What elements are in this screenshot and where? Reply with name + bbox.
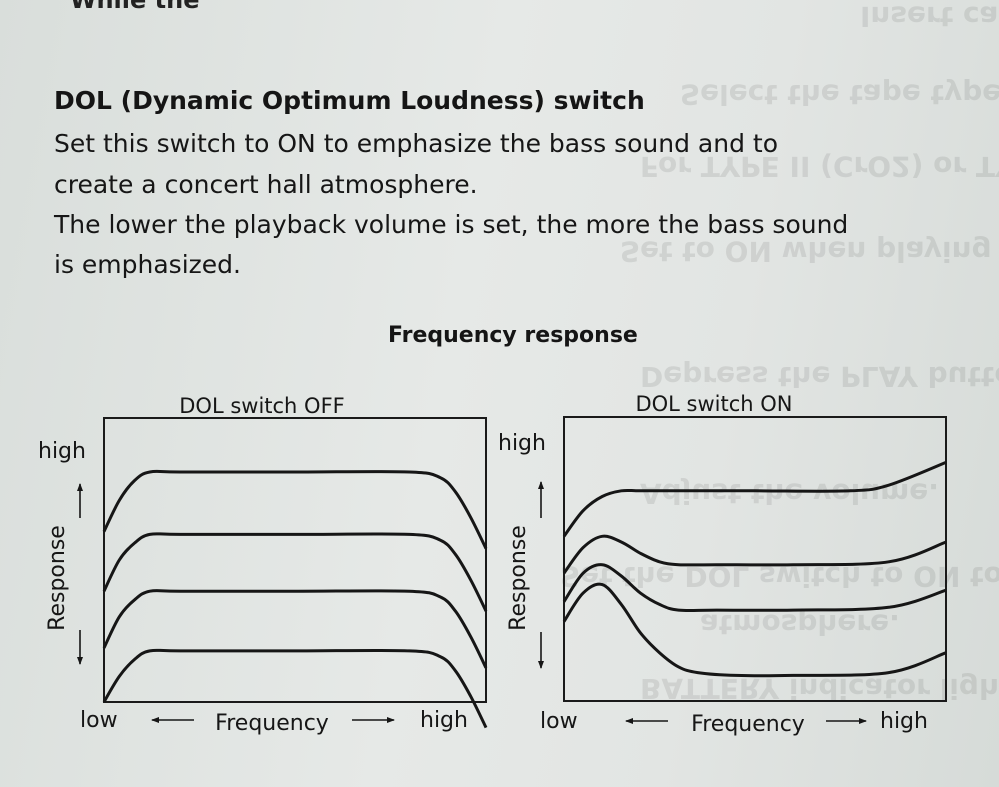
chart-off-ylabel: Response bbox=[45, 525, 70, 631]
chart-on-title: DOL switch ON bbox=[635, 392, 792, 416]
chart-off-title: DOL switch OFF bbox=[179, 394, 344, 418]
chart-off-series-line-3 bbox=[102, 589, 488, 669]
chart-on-series-group bbox=[562, 461, 947, 678]
chart-on-frame bbox=[563, 416, 947, 702]
chart-on-y-high-label: high bbox=[498, 431, 546, 456]
figure-title: Frequency response bbox=[388, 323, 638, 348]
chart-on-series-line-2 bbox=[562, 534, 947, 575]
chart-off-series-line-4 bbox=[102, 648, 488, 729]
chart-on-series-line-3 bbox=[562, 563, 947, 613]
chart-off-series-line-1 bbox=[102, 469, 488, 550]
chart-off-series-group bbox=[102, 469, 488, 729]
chart-on-x-high-label: high bbox=[880, 709, 928, 734]
chart-off-x-high-label: high bbox=[420, 708, 468, 733]
chart-off-series-line-2 bbox=[102, 532, 488, 612]
chart-on-ylabel: Response bbox=[506, 525, 531, 631]
chart-on-x-low-label: low bbox=[540, 709, 578, 734]
chart-off-frame bbox=[103, 417, 487, 703]
cut-off-text: While the bbox=[70, 0, 200, 14]
section-heading: DOL (Dynamic Optimum Loudness) switch bbox=[54, 86, 645, 115]
chart-off-y-high-label: high bbox=[38, 439, 86, 464]
chart-off-xlabel: Frequency bbox=[215, 711, 329, 736]
chart-off-x-low-label: low bbox=[80, 708, 118, 733]
paragraph-line: create a concert hall atmosphere. bbox=[54, 170, 478, 199]
chart-on-xlabel: Frequency bbox=[691, 712, 805, 737]
paragraph-line: The lower the playback volume is set, th… bbox=[54, 210, 849, 239]
paragraph-line: Set this switch to ON to emphasize the b… bbox=[54, 129, 778, 158]
paragraph-line: is emphasized. bbox=[54, 250, 241, 279]
chart-on-series-line-1 bbox=[562, 461, 947, 538]
chart-on-series-line-4 bbox=[562, 582, 947, 678]
